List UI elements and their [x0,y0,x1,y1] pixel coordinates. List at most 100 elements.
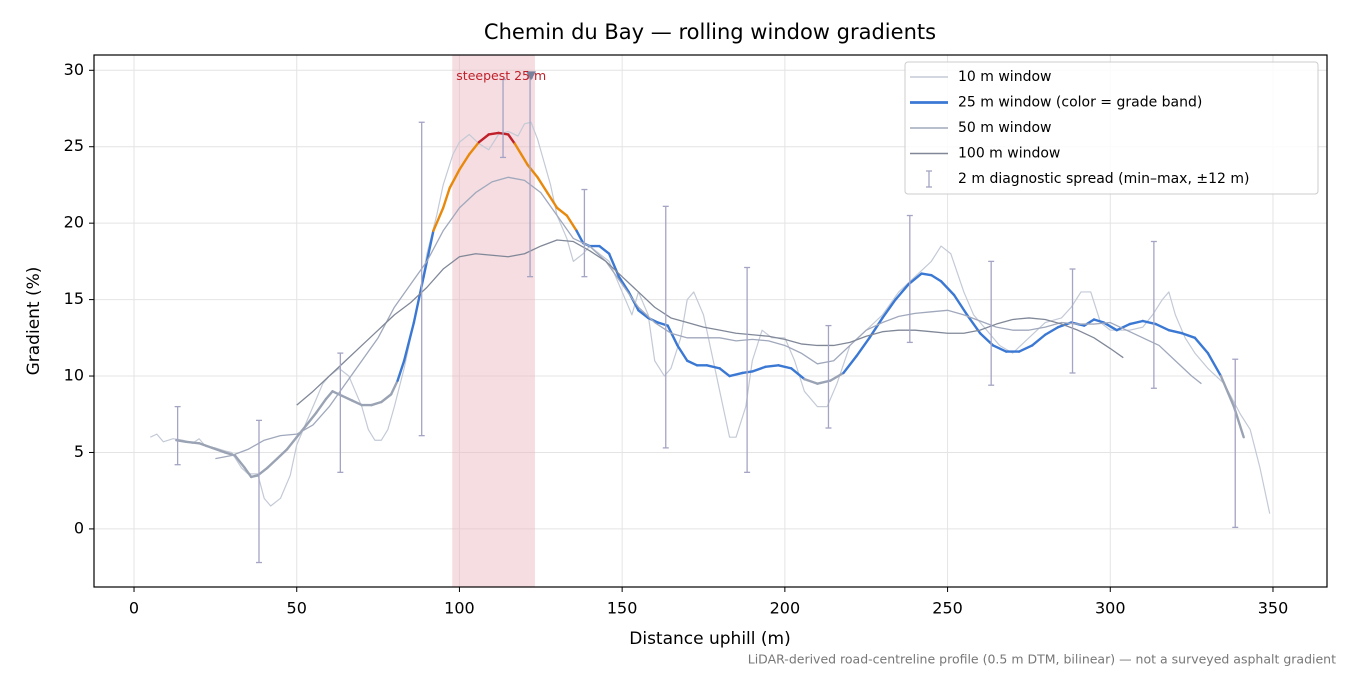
line-segment [790,367,806,381]
line-segment [402,321,416,362]
x-tick-label: 200 [770,599,801,618]
line-segment [243,466,253,479]
error-bar [174,405,181,466]
line-segment [1206,351,1223,378]
line-segment [718,367,731,378]
line-segment [507,133,516,145]
x-tick-label: 250 [932,599,963,618]
line-segment [441,186,451,210]
line-segment [930,273,943,283]
line-segment [666,324,679,347]
line-segment [1180,332,1197,340]
line-segment [526,163,539,179]
x-tick-label: 300 [1095,599,1126,618]
annotation-marker [526,71,537,81]
y-tick-label: 15 [64,289,84,308]
plot-frame [93,54,1328,588]
legend-label: 2 m diagnostic spread (min–max, ±12 m) [958,171,1249,187]
line-segment [422,229,435,278]
y-tick-label: 20 [64,213,84,232]
line-segment [266,457,279,469]
legend-box [904,61,1319,195]
line-segment [305,411,318,427]
x-tick-label: 50 [287,599,307,618]
x-tick-label: 0 [129,599,139,618]
y-tick-label: 30 [64,60,84,79]
line-segment [676,344,689,362]
line-segment [939,280,956,297]
line-segment [617,275,630,294]
line [215,176,1202,460]
line-segment [565,214,578,233]
line-segment [764,364,780,369]
line-segment [751,365,767,373]
line-segment [842,354,858,375]
x-tick-label: 350 [1258,599,1289,618]
error-bar [825,324,832,429]
line-segment [1193,336,1210,355]
line-segment [1017,344,1034,353]
line-segment [952,293,969,317]
line-segment [637,309,650,320]
x-axis-label: Distance uphill (m) [629,629,790,649]
line-segment [1043,325,1060,336]
line-segment [855,336,871,358]
line-segment [315,397,328,414]
footnote: LiDAR-derived road-centreline profile (0… [748,652,1336,667]
legend-label: 100 m window [958,146,1060,162]
error-bar [988,260,995,386]
line-segment [894,283,910,301]
line-segment [370,400,383,407]
line-segment [341,394,354,402]
line-segment [920,272,933,277]
line-segment [777,364,793,370]
line-segment [458,153,471,171]
line-segment [546,191,559,210]
line-segment [380,393,393,404]
error-bar [1232,358,1239,529]
line-segment [991,344,1008,353]
legend-label: 25 m window (color = grade band) [958,95,1202,111]
error-bar [744,266,751,473]
error-bar [662,205,669,449]
line-segment [705,364,721,370]
line-segment [520,153,529,167]
line-segment [477,133,490,144]
y-tick-label: 5 [74,442,84,461]
line-segment [598,244,611,255]
line-segment [1219,374,1236,408]
line-segment [1167,328,1184,335]
line-segment [686,359,699,367]
line-segment [803,377,819,385]
line-segment [1154,322,1171,332]
chart-title: Chemin du Bay — rolling window gradients [484,20,936,44]
line [296,239,1124,406]
line-segment [1115,322,1131,332]
error-bar [906,214,913,344]
y-axis-label: Gradient (%) [24,267,44,376]
error-bar [581,188,588,278]
line-segment [1102,321,1118,332]
y-tick-label: 0 [74,518,84,537]
line-segment [233,454,246,469]
line [150,121,1271,514]
line-segment [907,272,923,286]
line-segment [513,142,523,156]
x-tick-label: 150 [607,599,638,618]
error-bar [500,78,507,159]
line-segment [324,390,334,401]
annotation-text: steepest 25 m [456,68,546,83]
x-tick-label: 100 [444,599,475,618]
line-segment [276,448,289,460]
line-segment [432,206,445,233]
error-bar [418,121,425,437]
line-segment [389,379,399,396]
y-tick-label: 10 [64,366,84,385]
highlight-band [452,55,535,587]
error-bar [337,352,344,473]
error-bar [255,419,262,564]
y-tick-label: 25 [64,136,84,155]
line-segment [184,440,201,445]
line-segment [468,140,481,156]
